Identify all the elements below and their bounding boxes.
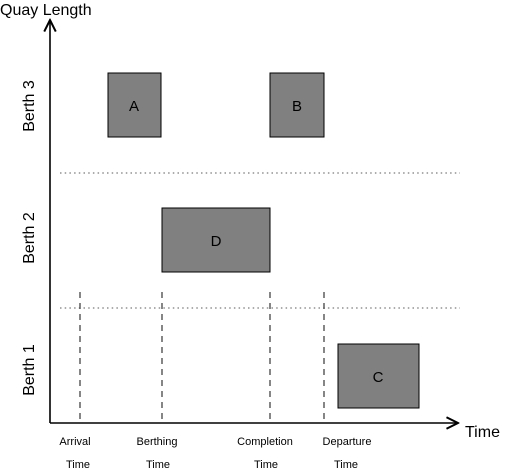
ship-d-label: D	[211, 233, 222, 250]
arrival-label-time: Time	[66, 459, 90, 469]
ship-d-box	[161, 207, 271, 273]
ship-a-label: A	[129, 98, 139, 115]
ship-c-label: C	[373, 369, 384, 386]
arrival-label: Arrival	[59, 436, 90, 448]
ship-a-box	[107, 72, 162, 138]
departure-label: Departure	[323, 436, 372, 448]
berthing-label: Berthing	[137, 436, 178, 448]
completion-label-time: Time	[254, 459, 278, 469]
berth-label-3: Berth 3	[21, 80, 38, 132]
y-axis-title: Quay Length	[0, 2, 92, 19]
berth-label-2: Berth 2	[21, 212, 38, 264]
x-axis-title: Time	[465, 424, 500, 441]
berth-label-1: Berth 1	[21, 344, 38, 396]
ship-c-box	[337, 343, 420, 409]
berthing-label-time: Time	[146, 459, 170, 469]
ship-b-box	[269, 72, 325, 138]
ship-b-label: B	[292, 98, 302, 115]
departure-label-time: Time	[334, 459, 358, 469]
completion-label: Completion	[237, 436, 293, 448]
